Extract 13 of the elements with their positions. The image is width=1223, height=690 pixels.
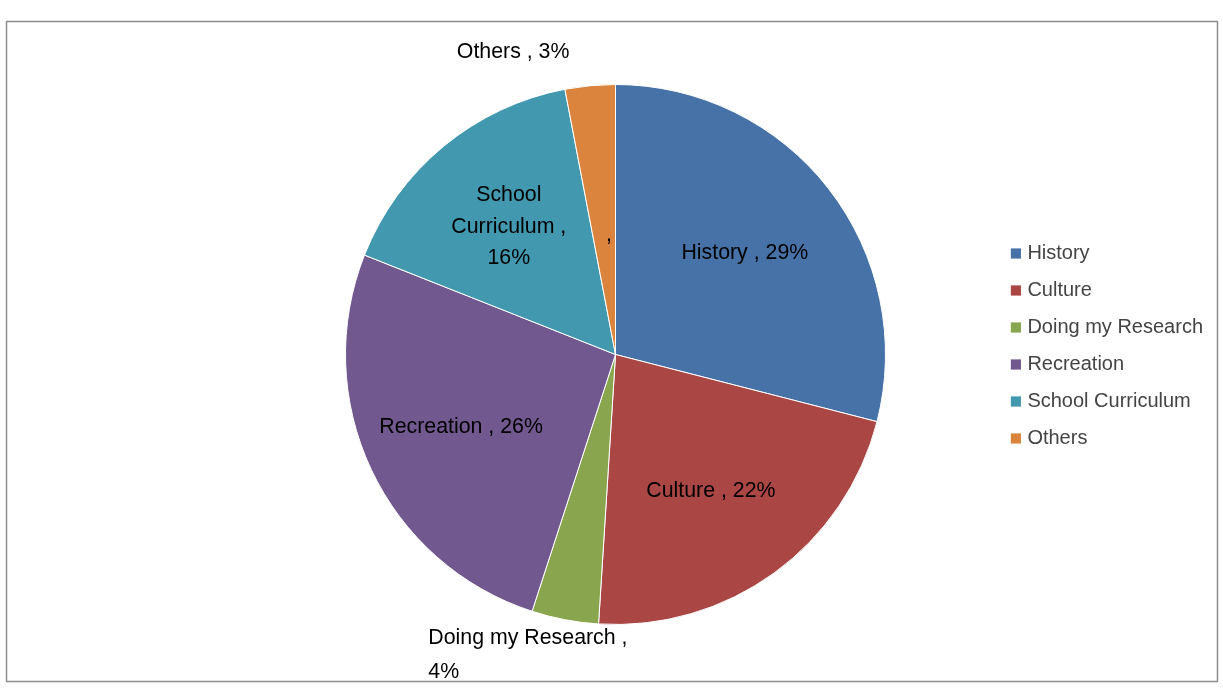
text: , <box>606 222 613 247</box>
legend-label: Recreation <box>1027 352 1125 375</box>
data-label: Recreation , 26% <box>379 413 543 438</box>
data-label: Doing my Research , 4% <box>428 625 628 683</box>
data-label: Culture , 22% <box>646 477 776 502</box>
legend-label: Culture <box>1027 278 1092 301</box>
legend-label: Doing my Research <box>1027 315 1203 338</box>
legend-label: School Curriculum <box>1027 389 1191 412</box>
data-label: History , 29% <box>681 239 809 264</box>
data-label: Others , 3% <box>456 38 570 63</box>
data-label: School Curriculum , 16% <box>451 182 567 269</box>
legend-label: History <box>1027 241 1090 264</box>
legend-label: Others <box>1027 426 1088 449</box>
